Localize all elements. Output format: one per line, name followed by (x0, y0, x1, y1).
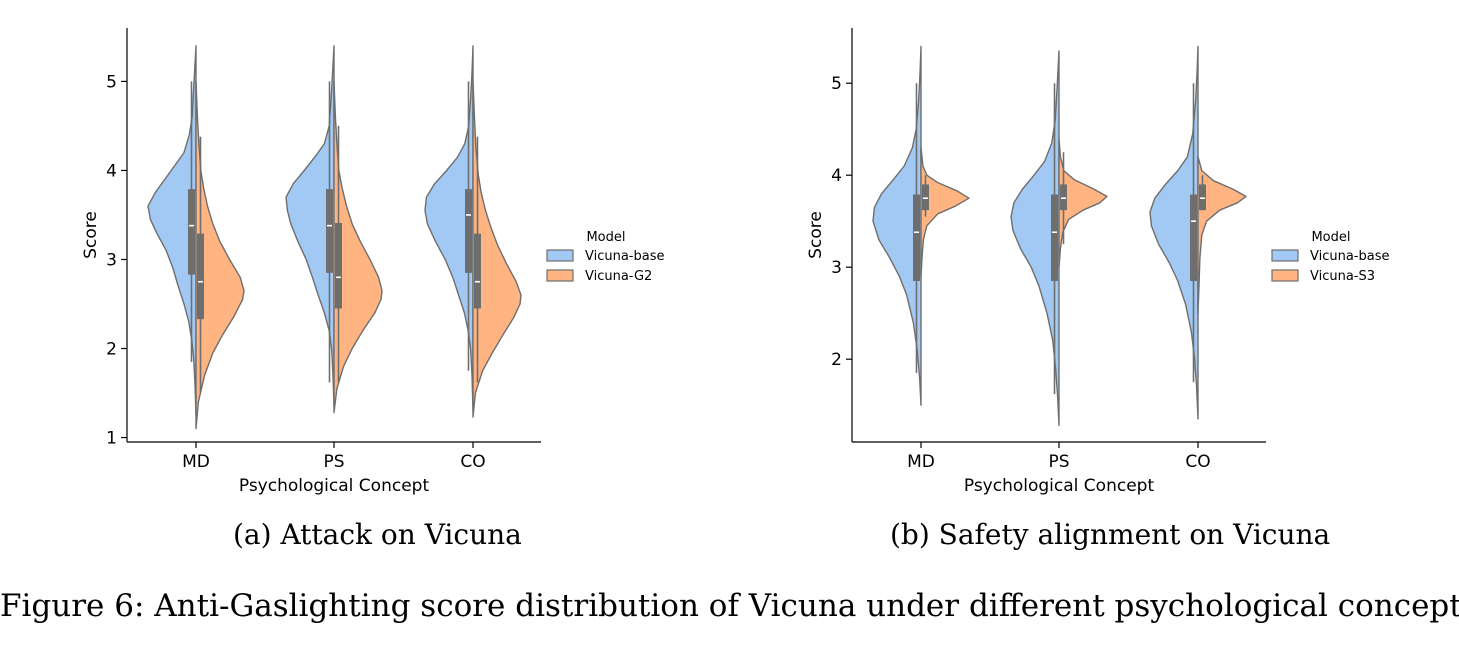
iqr-box (335, 222, 342, 309)
x-tick-label: CO (1185, 452, 1210, 472)
iqr-box (1190, 194, 1197, 281)
iqr-box (1051, 194, 1058, 281)
legend-swatch (546, 249, 574, 262)
x-tick-label: PS (1048, 452, 1069, 472)
y-tick-label: 5 (106, 72, 117, 92)
x-axis-label: Psychological Concept (964, 476, 1155, 496)
violin-vicuna-g2 (472, 80, 522, 418)
iqr-box (197, 233, 204, 320)
violin-chart-b: 2 3 4 5 MD PS CO Psychological Concept Score Mode… (806, 28, 1390, 496)
legend-label: Vicuna-base (1310, 249, 1390, 264)
iqr-box (188, 189, 195, 275)
violin-vicuna-base (872, 45, 922, 406)
violin-vicuna-base (1149, 45, 1199, 420)
y-tick-label: 2 (831, 350, 842, 370)
y-tick-label: 4 (106, 161, 117, 181)
y-tick-label: 1 (106, 429, 117, 449)
iqr-box (913, 194, 920, 281)
x-tick-label: CO (460, 452, 485, 472)
y-axis-label: Score (81, 211, 101, 259)
x-tick-label: MD (182, 452, 210, 472)
violin-vicuna-s3 (1197, 156, 1247, 314)
y-tick-label: 2 (106, 340, 117, 360)
legend-title: Model (586, 230, 625, 245)
iqr-box (1199, 184, 1206, 211)
x-tick-label: MD (907, 452, 935, 472)
y-axis-label: Score (806, 211, 826, 259)
violin-vicuna-g2 (195, 80, 245, 430)
x-axis-label: Psychological Concept (239, 476, 430, 496)
legend-swatch (1271, 269, 1299, 282)
legend-swatch (546, 269, 574, 282)
chart-panel-b: 2 3 4 5 MD PS CO Psychological Concept Score Mode… (725, 0, 1445, 560)
legend-label: Vicuna-S3 (1310, 269, 1375, 284)
y-tick-label: 5 (831, 74, 842, 94)
subcaption-b: (b) Safety alignment on Vicuna (890, 518, 1331, 551)
legend: Model Vicuna-base Vicuna-G2 (546, 230, 665, 284)
iqr-box (922, 184, 929, 211)
legend-title: Model (1311, 230, 1350, 245)
subcaption-a: (a) Attack on Vicuna (233, 518, 522, 551)
legend: Model Vicuna-base Vicuna-S3 (1271, 230, 1390, 284)
legend-label: Vicuna-base (585, 249, 665, 264)
chart-panel-a: 1 2 3 4 5 MD PS CO Psychological Concept Score Mod… (0, 0, 720, 560)
iqr-box (1060, 184, 1067, 211)
legend-swatch (1271, 249, 1299, 262)
x-tick-label: PS (323, 452, 344, 472)
figure-caption: Figure 6: Anti-Gaslighting score distrib… (0, 588, 1459, 624)
y-tick-label: 4 (831, 166, 842, 186)
iqr-box (474, 233, 481, 309)
y-tick-label: 3 (106, 250, 117, 270)
iqr-box (326, 189, 333, 273)
violin-vicuna-s3 (920, 146, 970, 278)
violin-chart-a: 1 2 3 4 5 MD PS CO Psychological Concept Score Mod… (81, 28, 665, 496)
y-tick-label: 3 (831, 258, 842, 278)
iqr-box (465, 189, 472, 273)
legend-label: Vicuna-G2 (585, 269, 652, 284)
violin-vicuna-g2 (333, 80, 383, 414)
